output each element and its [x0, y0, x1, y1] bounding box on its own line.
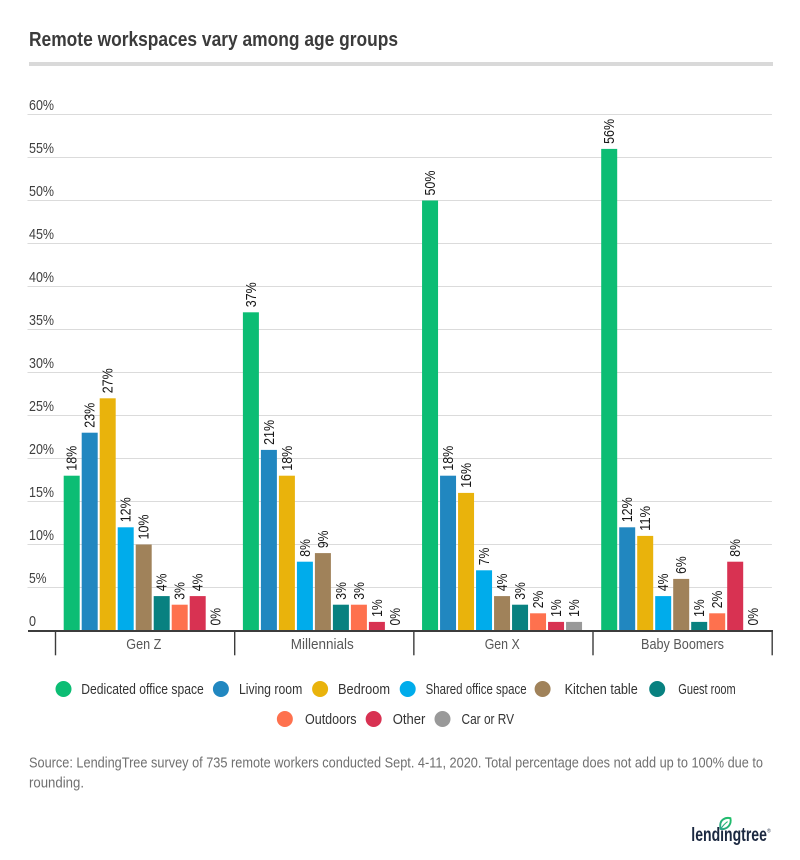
svg-text:11%: 11% — [637, 506, 654, 531]
svg-text:3%: 3% — [333, 582, 350, 600]
svg-text:8%: 8% — [727, 539, 744, 557]
svg-text:1%: 1% — [548, 599, 565, 617]
svg-text:45%: 45% — [29, 226, 54, 243]
svg-text:Bedroom: Bedroom — [338, 681, 390, 698]
svg-text:Source: LendingTree survey of: Source: LendingTree survey of 735 remote… — [29, 755, 763, 772]
svg-text:1%: 1% — [369, 599, 386, 617]
svg-text:0%: 0% — [387, 608, 404, 626]
svg-text:lendıngtree: lendıngtree — [691, 825, 767, 846]
svg-text:2%: 2% — [530, 591, 547, 609]
svg-text:10%: 10% — [29, 527, 54, 544]
svg-text:40%: 40% — [29, 269, 54, 286]
svg-text:1%: 1% — [566, 599, 583, 617]
svg-text:4%: 4% — [655, 574, 672, 592]
svg-text:0%: 0% — [745, 608, 762, 626]
svg-text:6%: 6% — [673, 556, 690, 574]
svg-text:23%: 23% — [82, 403, 99, 428]
svg-text:50%: 50% — [422, 171, 439, 196]
svg-text:Remote workspaces vary among a: Remote workspaces vary among age groups — [29, 29, 398, 51]
svg-text:4%: 4% — [154, 574, 171, 592]
svg-text:20%: 20% — [29, 441, 54, 458]
svg-text:18%: 18% — [64, 446, 81, 471]
svg-text:Guest room: Guest room — [678, 681, 735, 698]
svg-text:15%: 15% — [29, 484, 54, 501]
svg-text:27%: 27% — [100, 368, 117, 393]
svg-text:56%: 56% — [601, 119, 618, 144]
svg-text:9%: 9% — [315, 531, 332, 549]
svg-text:Gen Z: Gen Z — [126, 636, 161, 653]
svg-text:25%: 25% — [29, 398, 54, 415]
svg-text:18%: 18% — [440, 446, 457, 471]
svg-text:4%: 4% — [190, 574, 207, 592]
svg-text:Baby Boomers: Baby Boomers — [641, 636, 724, 653]
svg-text:55%: 55% — [29, 140, 54, 157]
svg-text:8%: 8% — [297, 539, 314, 557]
svg-text:5%: 5% — [29, 570, 47, 587]
svg-text:10%: 10% — [136, 515, 153, 540]
svg-text:18%: 18% — [279, 446, 296, 471]
svg-text:4%: 4% — [494, 574, 511, 592]
svg-text:2%: 2% — [709, 591, 726, 609]
svg-text:35%: 35% — [29, 312, 54, 329]
svg-text:Other: Other — [393, 711, 426, 728]
svg-text:1%: 1% — [691, 599, 708, 617]
svg-text:Millennials: Millennials — [291, 636, 354, 653]
svg-text:rounding.: rounding. — [29, 775, 84, 792]
svg-text:Shared office space: Shared office space — [426, 681, 527, 698]
svg-text:3%: 3% — [351, 582, 368, 600]
svg-text:Living room: Living room — [239, 681, 302, 698]
svg-text:Car or RV: Car or RV — [462, 711, 515, 728]
svg-text:37%: 37% — [243, 282, 260, 307]
svg-text:21%: 21% — [261, 420, 278, 445]
svg-text:50%: 50% — [29, 183, 54, 200]
svg-text:30%: 30% — [29, 355, 54, 372]
svg-text:Outdoors: Outdoors — [305, 711, 357, 728]
svg-text:Gen X: Gen X — [485, 636, 520, 653]
svg-text:3%: 3% — [172, 582, 189, 600]
svg-text:60%: 60% — [29, 97, 54, 114]
svg-text:7%: 7% — [476, 548, 493, 566]
svg-text:0%: 0% — [208, 608, 225, 626]
svg-text:16%: 16% — [458, 463, 475, 488]
svg-text:12%: 12% — [118, 497, 135, 522]
svg-text:3%: 3% — [512, 582, 529, 600]
svg-text:12%: 12% — [619, 497, 636, 522]
svg-text:0: 0 — [29, 613, 36, 630]
svg-text:Dedicated office space: Dedicated office space — [81, 681, 204, 698]
svg-text:Kitchen table: Kitchen table — [565, 681, 638, 698]
svg-text:®: ® — [767, 828, 771, 835]
